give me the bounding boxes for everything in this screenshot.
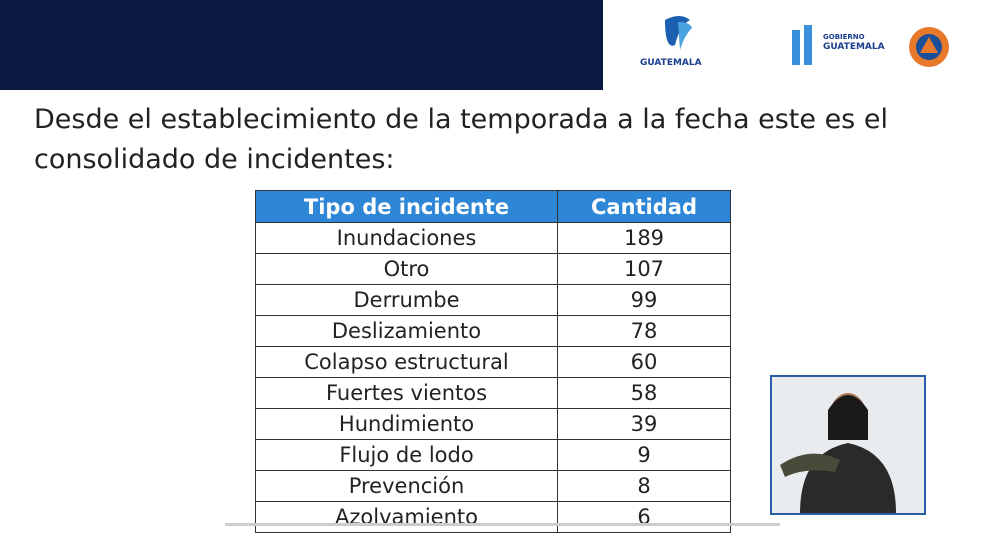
- table-row: Derrumbe 99: [255, 284, 731, 316]
- column-header: Cantidad: [557, 190, 731, 223]
- logo-left-text: GUATEMALA: [640, 58, 702, 68]
- count-cell: 58: [557, 377, 731, 409]
- count-cell: 189: [557, 222, 731, 254]
- table-row: Fuertes vientos 58: [255, 377, 731, 409]
- intro-text: Desde el establecimiento de la temporada…: [34, 104, 888, 175]
- table-row: Flujo de lodo 9: [255, 439, 731, 471]
- type-cell: Flujo de lodo: [255, 439, 558, 471]
- count-cell: 107: [557, 253, 731, 285]
- incident-table: Tipo de incidente Cantidad Inundaciones 189…: [255, 190, 731, 533]
- type-cell: Derrumbe: [255, 284, 558, 316]
- count-cell: 9: [557, 439, 731, 471]
- type-cell: Colapso estructural: [255, 346, 558, 378]
- table-row: Deslizamiento 78: [255, 315, 731, 347]
- interpreter-video: [770, 375, 926, 515]
- progress-bar: [225, 523, 780, 526]
- type-cell: Fuertes vientos: [255, 377, 558, 409]
- gov-text-2: GUATEMALA: [823, 42, 885, 52]
- type-cell: Inundaciones: [255, 222, 558, 254]
- logo-left: [665, 16, 692, 50]
- count-cell: 78: [557, 315, 731, 347]
- column-header: Tipo de incidente: [255, 190, 558, 223]
- count-cell: 99: [557, 284, 731, 316]
- type-cell: Hundimiento: [255, 408, 558, 440]
- table-row: Prevención 8: [255, 470, 731, 502]
- type-cell: Deslizamiento: [255, 315, 558, 347]
- table-row: Inundaciones 189: [255, 222, 731, 254]
- table-row: Colapso estructural 60: [255, 346, 731, 378]
- count-cell: 60: [557, 346, 731, 378]
- count-cell: 8: [557, 470, 731, 502]
- logo-flag: [792, 25, 812, 65]
- table-row: Hundimiento 39: [255, 408, 731, 440]
- type-cell: Otro: [255, 253, 558, 285]
- table-row: Azolvamiento 6: [255, 501, 731, 533]
- type-cell: Prevención: [255, 470, 558, 502]
- count-cell: 6: [557, 501, 731, 533]
- type-cell: Azolvamiento: [255, 501, 558, 533]
- gov-text-1: GOBIERNO: [823, 33, 865, 41]
- logo-conred: [909, 27, 949, 67]
- table-row: Otro 107: [255, 253, 731, 285]
- count-cell: 39: [557, 408, 731, 440]
- banner: [0, 0, 603, 90]
